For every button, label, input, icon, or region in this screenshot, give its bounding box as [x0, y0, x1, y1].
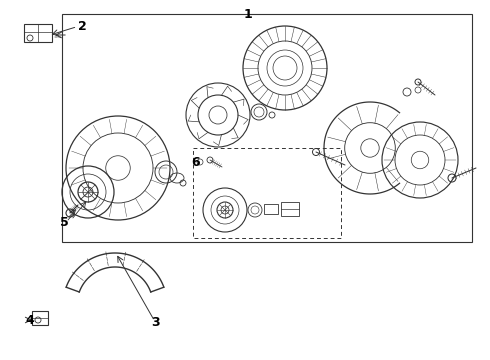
Text: 4: 4: [25, 314, 34, 327]
Text: 3: 3: [151, 315, 159, 328]
Text: 6: 6: [192, 156, 200, 168]
Bar: [62, 14, 472, 242]
Text: 1: 1: [244, 8, 252, 21]
Text: 2: 2: [78, 19, 87, 32]
Bar: [24, 24, 52, 42]
Bar: [32, 311, 48, 325]
Text: 5: 5: [60, 216, 69, 229]
Bar: [193, 148, 341, 238]
Bar: [281, 202, 299, 216]
Bar: [264, 204, 278, 214]
